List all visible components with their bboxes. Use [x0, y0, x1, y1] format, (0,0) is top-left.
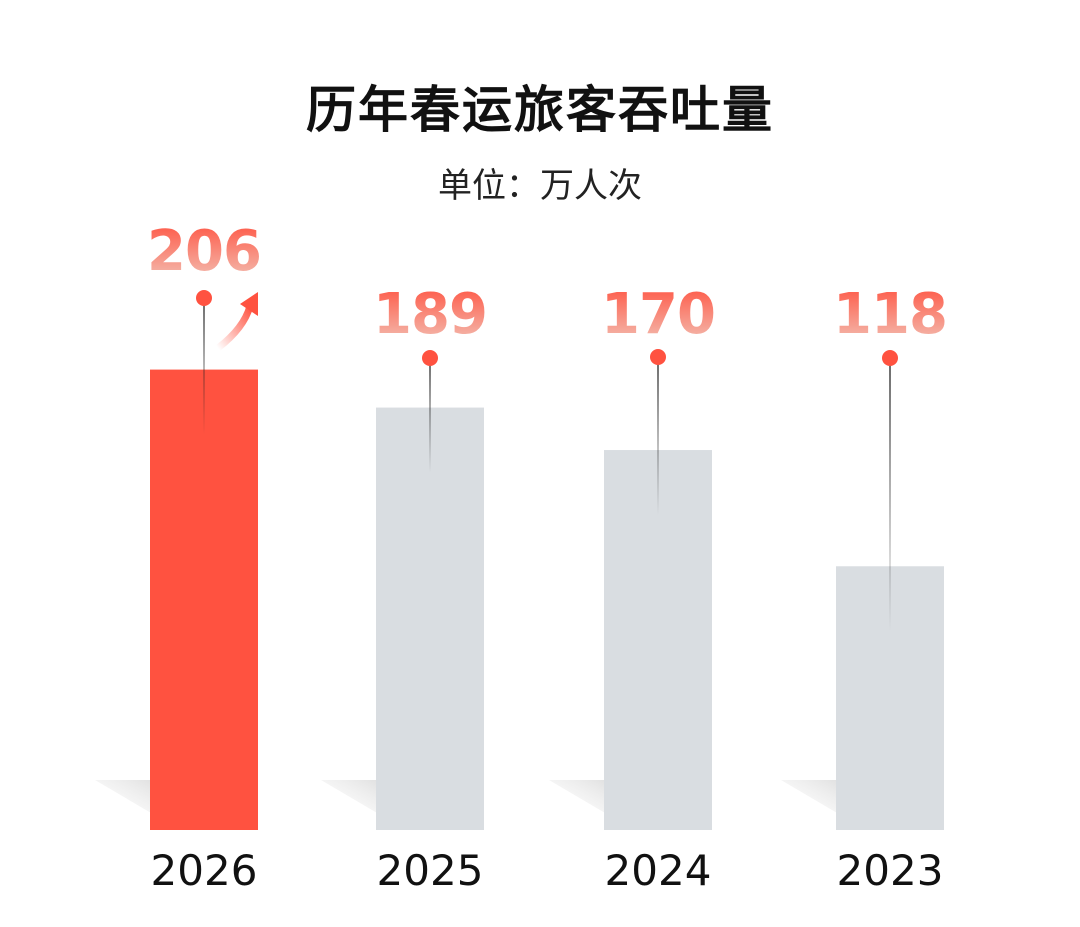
- chart-title: 历年春运旅客吞吐量: [306, 81, 774, 139]
- category-label: 2026: [151, 846, 258, 895]
- pin-dot: [882, 350, 898, 366]
- bar-highlight: [150, 369, 258, 830]
- pin-stem: [889, 358, 891, 632]
- pin-stem: [657, 357, 659, 516]
- pin-dot: [650, 349, 666, 365]
- pin-stem: [203, 298, 205, 435]
- up-arrow-head-icon: [240, 292, 258, 316]
- bar: [376, 407, 484, 830]
- data-label: 170: [601, 282, 715, 347]
- data-label: 118: [833, 282, 947, 347]
- pin-dot: [422, 350, 438, 366]
- category-label: 2024: [605, 846, 712, 895]
- data-label: 189: [373, 282, 487, 347]
- up-arrow-icon: [214, 302, 254, 352]
- category-label: 2025: [377, 846, 484, 895]
- pin-stem: [429, 358, 431, 473]
- data-label: 206: [147, 219, 261, 284]
- pin-dot: [196, 290, 212, 306]
- category-label: 2023: [837, 846, 944, 895]
- chart-subtitle: 单位：万人次: [438, 166, 642, 206]
